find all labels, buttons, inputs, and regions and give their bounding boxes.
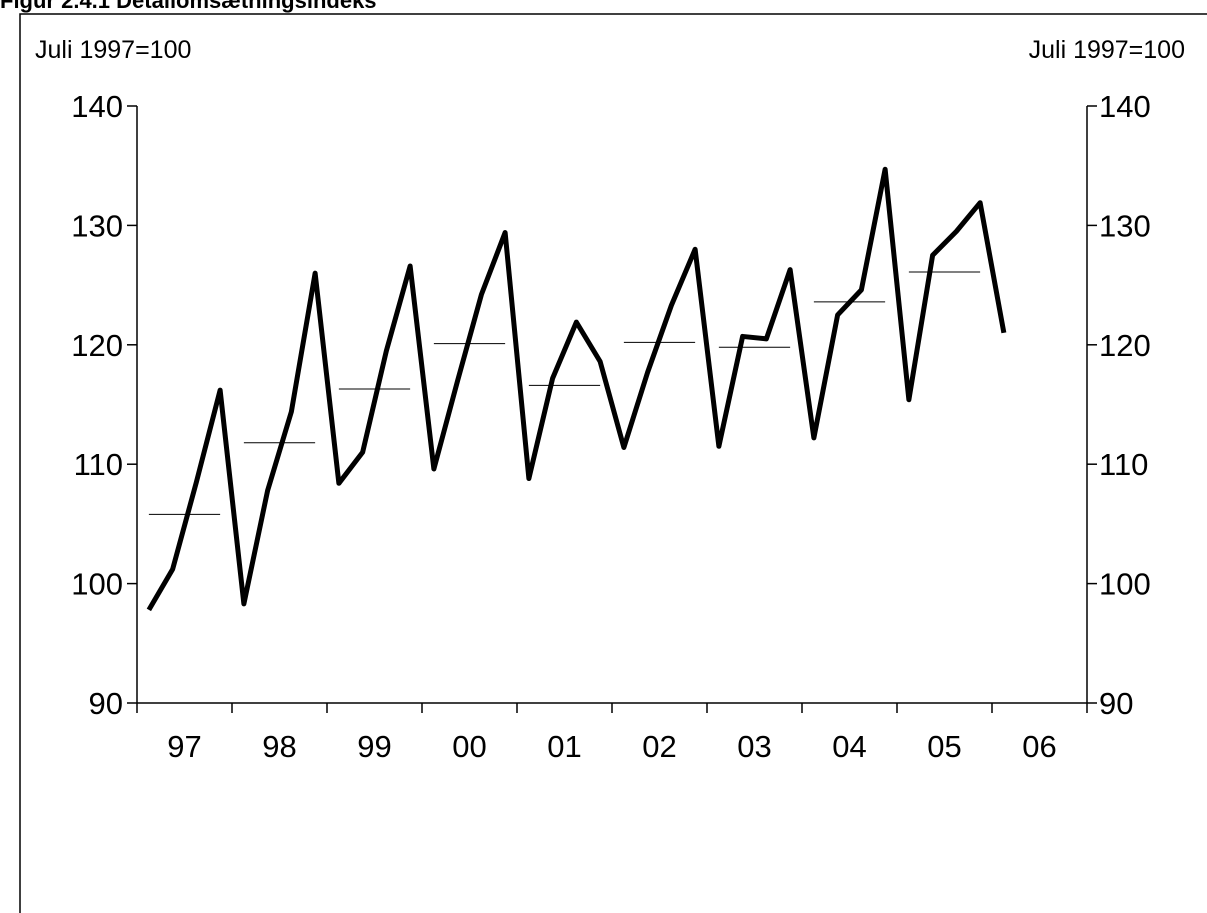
x-tick-label: 99 xyxy=(357,729,391,764)
x-tick-label: 01 xyxy=(547,729,581,764)
chart-frame xyxy=(19,13,1207,913)
y-tick-label: 100 xyxy=(71,567,123,602)
quarterly-line xyxy=(146,166,1007,612)
y2-tick-label: 120 xyxy=(1099,328,1151,363)
y2-axis-label: Juli 1997=100 xyxy=(1029,36,1185,64)
y-tick-label: 110 xyxy=(74,447,123,482)
x-tick-label: 97 xyxy=(167,729,201,764)
x-tick-label: 05 xyxy=(927,729,961,764)
y2-tick-label: 130 xyxy=(1099,208,1151,243)
chart-title: Figur 2.4.1 Detailomsætningsindeks xyxy=(0,0,377,13)
y-tick-label: 90 xyxy=(89,686,123,721)
y2-tick-label: 90 xyxy=(1099,686,1133,721)
y-tick-label: 140 xyxy=(71,89,123,124)
y-tick-label: 130 xyxy=(71,208,123,243)
x-tick-label: 03 xyxy=(737,729,771,764)
x-tick-label: 04 xyxy=(832,729,866,764)
y2-tick-label: 100 xyxy=(1099,567,1151,602)
x-tick-label: 98 xyxy=(262,729,296,764)
x-tick-label: 06 xyxy=(1022,729,1056,764)
y-axis-label: Juli 1997=100 xyxy=(35,36,191,64)
y2-tick-label: 140 xyxy=(1099,89,1151,124)
y2-tick-label: 110 xyxy=(1099,447,1148,482)
x-tick-label: 00 xyxy=(452,729,486,764)
y-tick-label: 120 xyxy=(71,328,123,363)
x-tick-label: 02 xyxy=(642,729,676,764)
